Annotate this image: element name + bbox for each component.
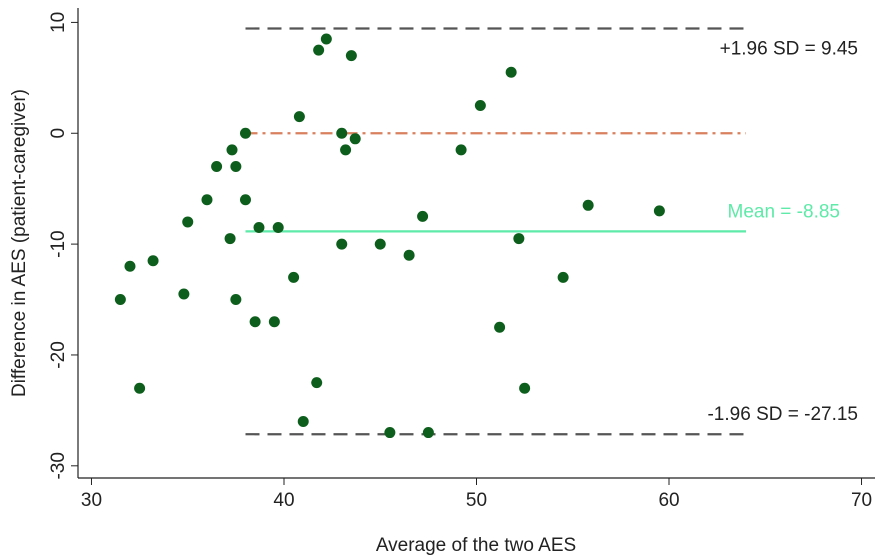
y-tick-label: -10 [48, 230, 69, 257]
point [239, 127, 251, 139]
point [134, 382, 146, 394]
point [417, 210, 429, 222]
point [297, 415, 309, 427]
x-tick-label: 50 [466, 490, 487, 511]
y-axis-title: Difference in AES (patient-caregiver) [9, 89, 30, 397]
point [211, 161, 223, 173]
reference-label: +1.96 SD = 9.45 [720, 39, 858, 60]
point [313, 44, 325, 56]
point [230, 161, 242, 173]
y-tick-label: -30 [48, 452, 69, 479]
point [272, 221, 284, 233]
point [474, 100, 486, 112]
point [147, 255, 159, 267]
point [403, 249, 415, 261]
reference-label: -1.96 SD = -27.15 [707, 404, 858, 425]
reference-label: Mean = -8.85 [728, 201, 841, 222]
point [384, 427, 396, 439]
point [201, 194, 213, 206]
point [494, 321, 506, 333]
point [455, 144, 467, 156]
point [124, 260, 136, 272]
point [345, 50, 357, 62]
point [582, 199, 594, 211]
x-tick-label: 60 [658, 490, 679, 511]
x-tick-label: 30 [81, 490, 102, 511]
point [422, 427, 434, 439]
point [653, 205, 665, 217]
point [311, 377, 323, 389]
x-axis-title: Average of the two AES [376, 535, 576, 556]
point [249, 316, 261, 328]
point [239, 194, 251, 206]
point [288, 271, 300, 283]
point [505, 66, 517, 78]
x-tick-label: 70 [851, 490, 872, 511]
point [336, 238, 348, 250]
point [336, 127, 348, 139]
y-tick-label: 10 [48, 12, 69, 33]
point [557, 271, 569, 283]
point [114, 294, 126, 306]
point [253, 221, 265, 233]
y-tick-label: -20 [48, 341, 69, 368]
point [320, 33, 332, 45]
point [182, 216, 194, 228]
x-tick-label: 40 [273, 490, 294, 511]
point [226, 144, 238, 156]
point [340, 144, 352, 156]
point [349, 133, 361, 145]
point [513, 233, 525, 245]
point [374, 238, 386, 250]
point [519, 382, 531, 394]
point [293, 111, 305, 123]
point [268, 316, 280, 328]
point [178, 288, 190, 300]
point [230, 294, 242, 306]
y-tick-label: 0 [48, 128, 69, 139]
point [224, 233, 236, 245]
